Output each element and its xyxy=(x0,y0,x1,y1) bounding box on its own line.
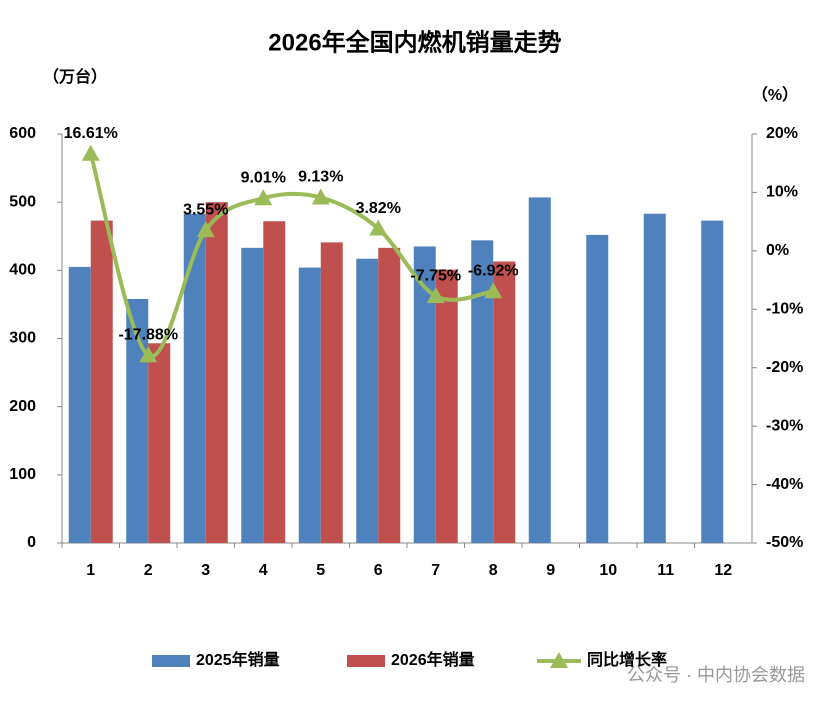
marker xyxy=(139,346,158,363)
bar xyxy=(68,266,91,543)
data-label: 3.55% xyxy=(183,201,228,218)
y2-tick-label: -30% xyxy=(766,417,803,434)
x-tick-label: 1 xyxy=(86,562,95,579)
legend-swatch xyxy=(550,652,568,668)
data-label: 3.82% xyxy=(356,200,401,217)
bar xyxy=(493,261,516,543)
y-axis-label: （万台） xyxy=(43,67,107,86)
bar xyxy=(241,247,264,544)
y2-tick-label: 10% xyxy=(766,184,798,201)
bar xyxy=(90,220,113,544)
bar xyxy=(528,197,551,543)
legend-label: 2026年销量 xyxy=(391,650,475,669)
y-tick-label: 600 xyxy=(9,125,36,142)
x-tick-label: 10 xyxy=(599,562,617,579)
y-tick-label: 100 xyxy=(9,466,36,483)
data-label: -7.75% xyxy=(410,267,461,284)
x-tick-label: 5 xyxy=(316,562,325,579)
x-tick-label: 7 xyxy=(431,562,440,579)
bar xyxy=(701,220,724,544)
bar xyxy=(298,267,321,543)
x-tick-label: 9 xyxy=(546,562,555,579)
watermark: 公众号 · 中内协会数据 xyxy=(627,665,805,685)
x-tick-label: 8 xyxy=(489,562,498,579)
data-label: -17.88% xyxy=(118,327,178,344)
y2-axis-label: （%） xyxy=(752,86,798,104)
y-tick-label: 500 xyxy=(9,193,36,210)
marker xyxy=(369,219,388,236)
data-label: 9.13% xyxy=(298,169,343,186)
bar xyxy=(356,258,379,543)
x-tick-label: 12 xyxy=(714,562,732,579)
marker xyxy=(484,282,503,299)
marker xyxy=(196,221,215,238)
bar xyxy=(586,234,609,544)
x-tick-label: 11 xyxy=(657,562,674,579)
y-tick-label: 200 xyxy=(9,398,36,415)
marker xyxy=(311,188,330,205)
bar xyxy=(471,240,494,543)
legend-swatch xyxy=(347,655,385,667)
bar xyxy=(413,246,436,543)
bar xyxy=(643,213,666,543)
y-tick-label: 300 xyxy=(9,330,36,347)
bar xyxy=(320,242,343,543)
data-label: -6.92% xyxy=(468,263,519,280)
legend-label: 同比增长率 xyxy=(587,650,667,669)
x-tick-label: 6 xyxy=(374,562,383,579)
y2-tick-label: 20% xyxy=(766,125,798,142)
bar xyxy=(205,202,228,543)
marker xyxy=(254,189,273,206)
marker xyxy=(81,144,100,161)
chart-title: 2026年全国内燃机销量走势 xyxy=(268,28,561,56)
y-tick-label: 400 xyxy=(9,262,36,279)
data-label: 9.01% xyxy=(241,169,286,186)
x-tick-label: 3 xyxy=(201,562,210,579)
y2-tick-label: -10% xyxy=(766,301,803,318)
data-label: 16.61% xyxy=(64,125,118,142)
y2-tick-label: -40% xyxy=(766,476,803,493)
bar xyxy=(148,343,171,543)
legend-label: 2025年销量 xyxy=(196,650,280,669)
bar xyxy=(263,221,286,543)
bar xyxy=(378,247,401,544)
x-tick-label: 2 xyxy=(144,562,153,579)
y2-tick-label: -20% xyxy=(766,359,803,376)
legend-swatch xyxy=(152,655,190,667)
x-tick-label: 4 xyxy=(259,562,268,579)
bar xyxy=(183,213,206,543)
y2-tick-label: -50% xyxy=(766,534,803,551)
y2-tick-label: 0% xyxy=(766,242,789,259)
marker xyxy=(426,287,445,304)
y-tick-label: 0 xyxy=(27,534,36,551)
bar xyxy=(435,269,458,543)
